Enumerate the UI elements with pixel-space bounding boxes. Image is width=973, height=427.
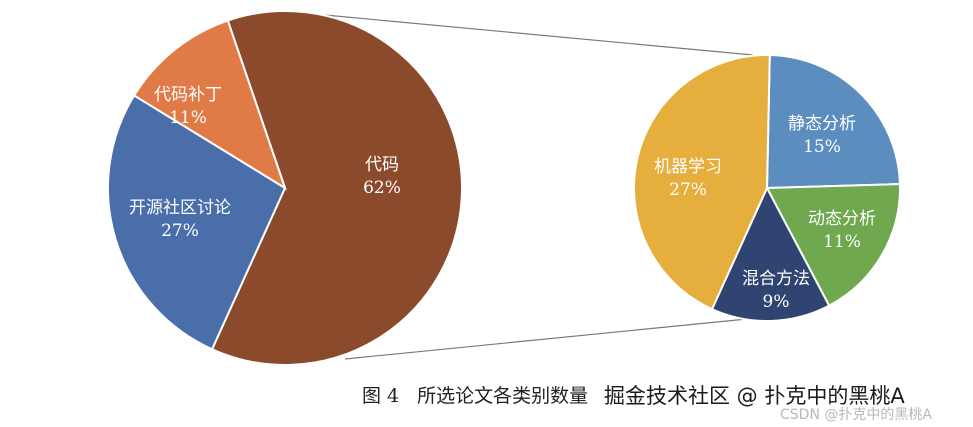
connector-line-0 (324, 14, 754, 56)
breakdown-pie-slice-2-pct: 9% (763, 292, 790, 312)
main-pie-slice-1 (107, 94, 287, 351)
main-pie-slice-1-pct: 27% (161, 221, 199, 241)
breakdown-pie-slice-3 (633, 54, 771, 311)
main-pie-slice-2 (132, 19, 287, 191)
main-pie-slice-0 (210, 10, 463, 366)
breakdown-pie-slice-3-label: 机器学习 (654, 157, 722, 177)
breakdown-pie-slice-0 (765, 54, 901, 190)
main-pie-slice-2-label: 代码补丁 (154, 85, 222, 105)
figure-caption-text: 所选论文各类别数量 (417, 385, 589, 407)
main-pie-slice-0-pct: 62% (363, 178, 401, 198)
breakdown-pie-slice-1 (765, 182, 901, 307)
breakdown-pie-slice-1-label: 动态分析 (808, 209, 876, 229)
breakdown-pie-slice-1-pct: 11% (823, 232, 861, 252)
breakdown-pie-slice-2-label: 混合方法 (742, 269, 810, 289)
watermark-sub: CSDN @扑克中的黑桃A (780, 407, 932, 423)
main-pie-slice-2-pct: 11% (169, 108, 207, 128)
breakdown-pie-slice-3-pct: 27% (669, 180, 707, 200)
breakdown-pie-slice-0-pct: 15% (803, 137, 841, 157)
figure-caption: 图 4 所选论文各类别数量 (362, 381, 588, 408)
watermark-main: 掘金技术社区 @ 扑克中的黑桃A (604, 384, 905, 408)
connector-line-1 (344, 318, 748, 360)
breakdown-pie-chart: 静态分析 15% 动态分析 11% 混合方法 9% 机器学习 27% (633, 54, 901, 322)
breakdown-pie-slice-2 (710, 185, 831, 322)
connector-lines (324, 14, 754, 360)
breakdown-pie-slice-0-label: 静态分析 (788, 114, 856, 134)
figure-number: 图 4 (362, 385, 400, 407)
main-pie-chart: 代码 62% 开源社区讨论 27% 代码补丁 11% (107, 10, 463, 366)
main-pie-slice-0-label: 代码 (365, 155, 399, 175)
main-pie-slice-1-label: 开源社区讨论 (129, 198, 231, 218)
